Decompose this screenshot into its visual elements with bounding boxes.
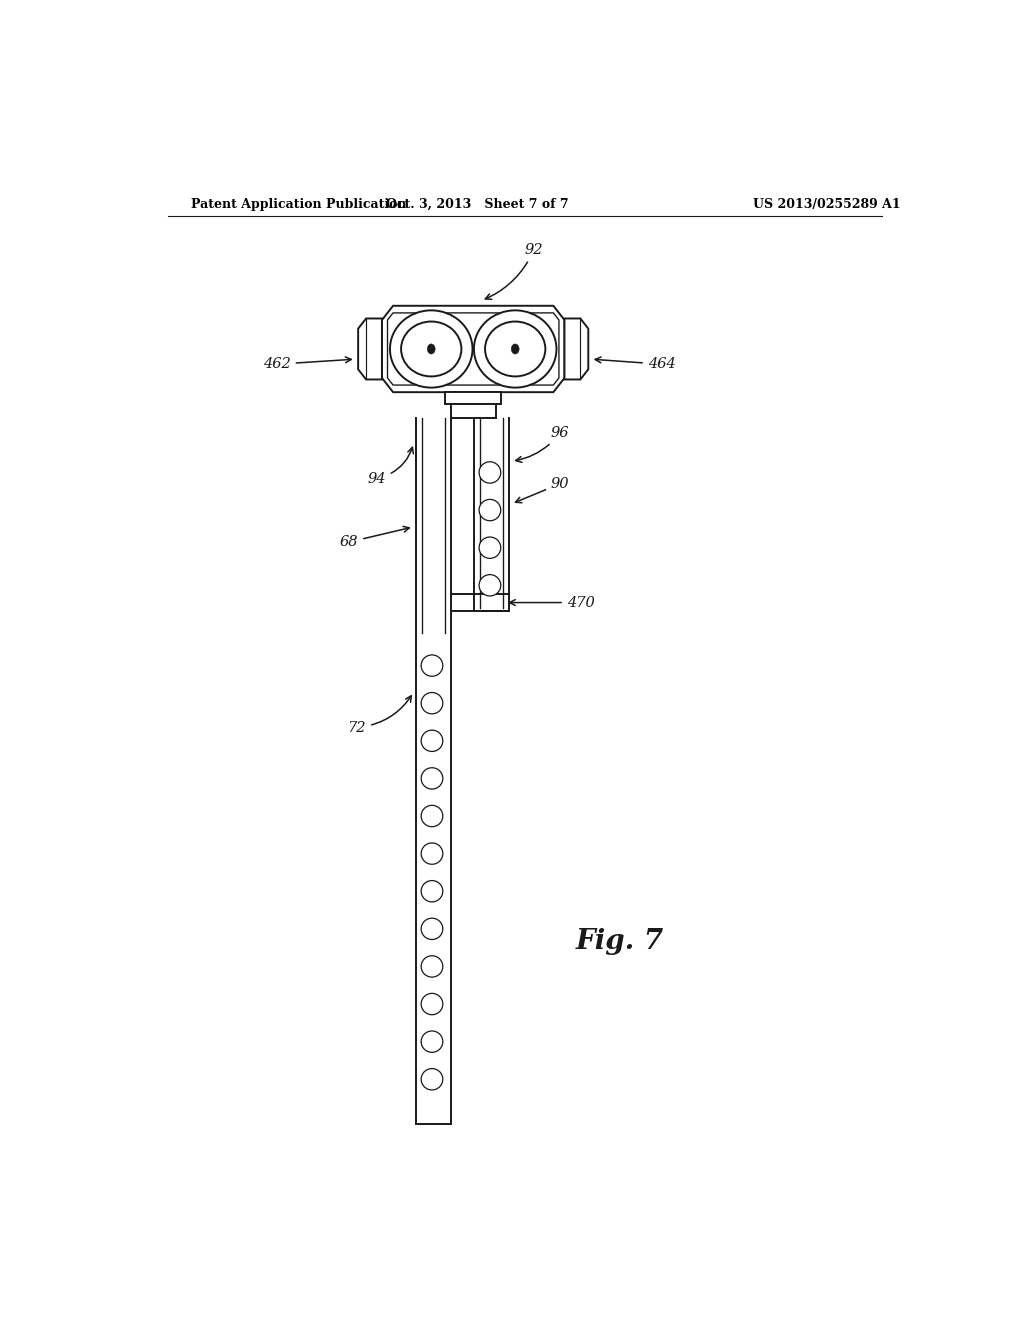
Bar — [445, 392, 501, 404]
Text: Oct. 3, 2013   Sheet 7 of 7: Oct. 3, 2013 Sheet 7 of 7 — [386, 198, 568, 211]
Ellipse shape — [421, 805, 442, 826]
Ellipse shape — [421, 994, 442, 1015]
Text: 92: 92 — [485, 243, 544, 300]
Ellipse shape — [474, 310, 556, 388]
Text: 68: 68 — [340, 527, 410, 549]
Text: 462: 462 — [263, 356, 351, 371]
Ellipse shape — [390, 310, 472, 388]
Text: US 2013/0255289 A1: US 2013/0255289 A1 — [753, 198, 900, 211]
Ellipse shape — [421, 919, 442, 940]
Text: 72: 72 — [347, 696, 412, 735]
Ellipse shape — [421, 730, 442, 751]
Ellipse shape — [479, 574, 501, 595]
Ellipse shape — [421, 693, 442, 714]
Ellipse shape — [479, 462, 501, 483]
Text: 470: 470 — [510, 595, 595, 610]
Text: 90: 90 — [515, 477, 569, 503]
Ellipse shape — [421, 1069, 442, 1090]
Text: 96: 96 — [516, 426, 569, 462]
Bar — [451, 404, 496, 417]
Ellipse shape — [421, 768, 442, 789]
Ellipse shape — [485, 322, 546, 376]
Ellipse shape — [511, 345, 519, 354]
Ellipse shape — [421, 843, 442, 865]
Polygon shape — [382, 306, 564, 392]
Polygon shape — [358, 318, 382, 379]
Text: 464: 464 — [595, 356, 676, 371]
Text: Fig. 7: Fig. 7 — [575, 928, 665, 954]
Ellipse shape — [421, 880, 442, 902]
Text: Patent Application Publication: Patent Application Publication — [191, 198, 407, 211]
Ellipse shape — [427, 345, 435, 354]
Ellipse shape — [401, 322, 462, 376]
Ellipse shape — [479, 499, 501, 521]
Text: 94: 94 — [368, 447, 414, 486]
Ellipse shape — [479, 537, 501, 558]
Ellipse shape — [421, 956, 442, 977]
Ellipse shape — [421, 655, 442, 676]
Ellipse shape — [421, 1031, 442, 1052]
Polygon shape — [564, 318, 588, 379]
